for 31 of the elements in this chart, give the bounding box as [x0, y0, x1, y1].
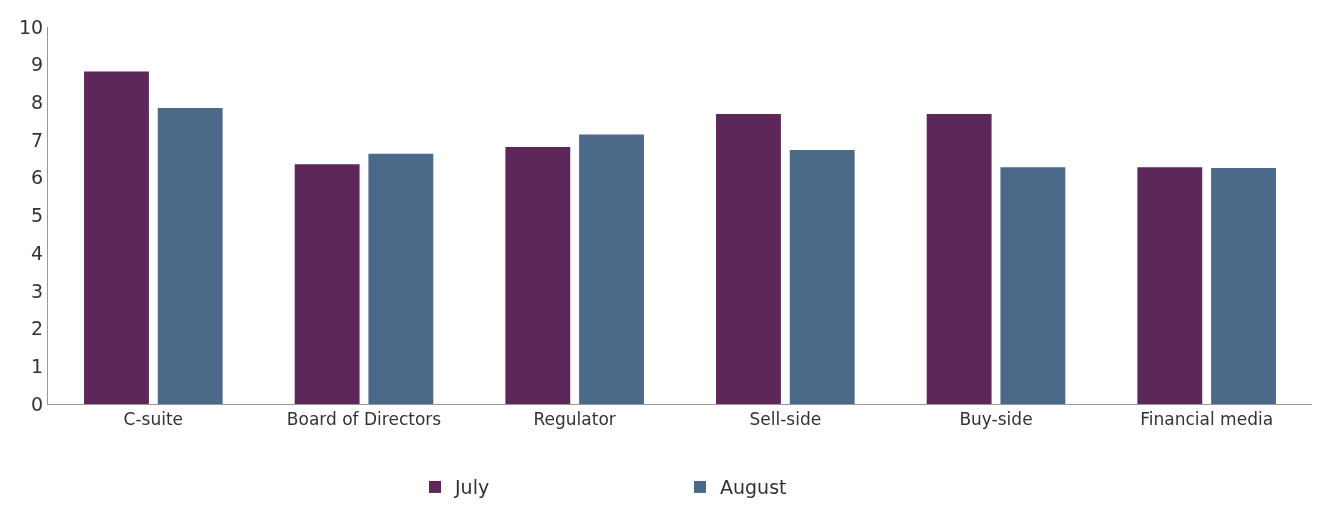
legend-label: July [454, 476, 490, 499]
y-tick-label: 3 [31, 279, 44, 302]
bar [368, 153, 434, 404]
x-tick-label: Regulator [533, 409, 616, 430]
bar [716, 114, 781, 404]
x-tick-label: Sell-side [749, 409, 822, 430]
bar [505, 146, 571, 404]
y-tick-label: 0 [31, 392, 44, 415]
y-tick-label: 5 [31, 204, 44, 227]
y-tick-label: 4 [31, 241, 44, 264]
bar [579, 134, 644, 404]
y-tick-label: 1 [31, 354, 44, 377]
bar [926, 114, 992, 404]
x-tick-label: Financial media [1140, 409, 1274, 430]
y-tick-label: 8 [31, 91, 44, 114]
bar [157, 108, 223, 404]
bar [1000, 167, 1066, 404]
y-tick-label: 2 [31, 317, 44, 340]
x-tick-label: C-suite [123, 409, 184, 430]
bar [1137, 167, 1203, 404]
y-tick-label: 6 [31, 166, 44, 189]
y-tick-label: 10 [19, 15, 44, 38]
legend-label: August [720, 476, 787, 499]
bar [1211, 168, 1276, 404]
x-tick-label: Buy-side [959, 409, 1033, 430]
bar [294, 164, 360, 404]
x-tick-label: Board of Directors [286, 409, 442, 430]
bar [789, 149, 855, 404]
y-tick-label: 9 [31, 53, 44, 76]
y-tick-label: 7 [31, 128, 44, 151]
bar [84, 71, 149, 404]
